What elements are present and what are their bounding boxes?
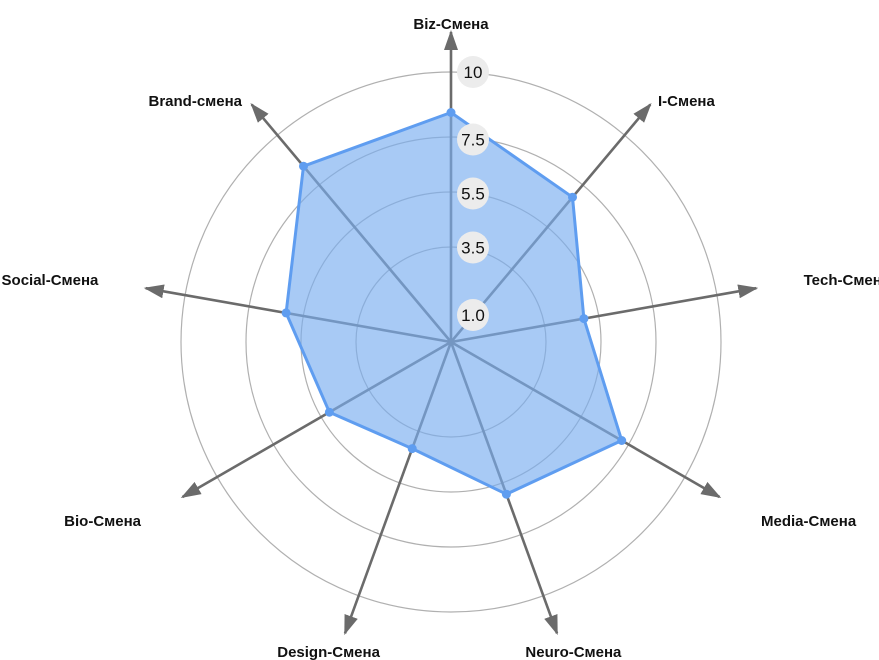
axis-label: Neuro-Смена <box>525 644 622 660</box>
data-area <box>284 111 624 496</box>
data-point <box>299 161 308 171</box>
data-point <box>568 192 577 202</box>
tick-label: 7.5 <box>461 131 485 150</box>
axis-label: Social-Смена <box>2 272 100 289</box>
data-point <box>501 489 511 499</box>
axis-label: Brand-смена <box>148 93 242 110</box>
data-point <box>324 407 334 417</box>
axis-label: Tech-Смена <box>804 272 879 289</box>
axis-label: Biz-Смена <box>413 16 489 33</box>
tick-label-bg <box>457 56 489 88</box>
data-points <box>281 108 627 499</box>
axis-label: Media-Смена <box>761 513 857 530</box>
tick-label-bg <box>457 123 489 156</box>
data-point <box>281 308 291 318</box>
series-area <box>284 111 624 496</box>
tick-label-bg <box>457 177 489 210</box>
data-point <box>579 314 589 324</box>
data-point <box>407 444 417 454</box>
axis-labels: Biz-Смена I-Смена Tech-Смена Media-Смена Neu… <box>2 16 879 660</box>
data-point <box>446 108 456 117</box>
axis-label: I-Смена <box>658 93 715 110</box>
data-point <box>617 436 627 445</box>
tick-label-bg <box>457 231 489 264</box>
tick-labels: 1.0 3.5 5.5 7.5 10 <box>457 56 489 331</box>
tick-label: 10 <box>464 63 483 82</box>
axis-label: Design-Смена <box>277 644 380 660</box>
tick-label: 5.5 <box>461 185 485 204</box>
axis-label: Bio-Смена <box>64 513 141 530</box>
tick-label-bg <box>457 299 489 331</box>
tick-label: 3.5 <box>461 239 485 258</box>
tick-label: 1.0 <box>461 306 485 325</box>
